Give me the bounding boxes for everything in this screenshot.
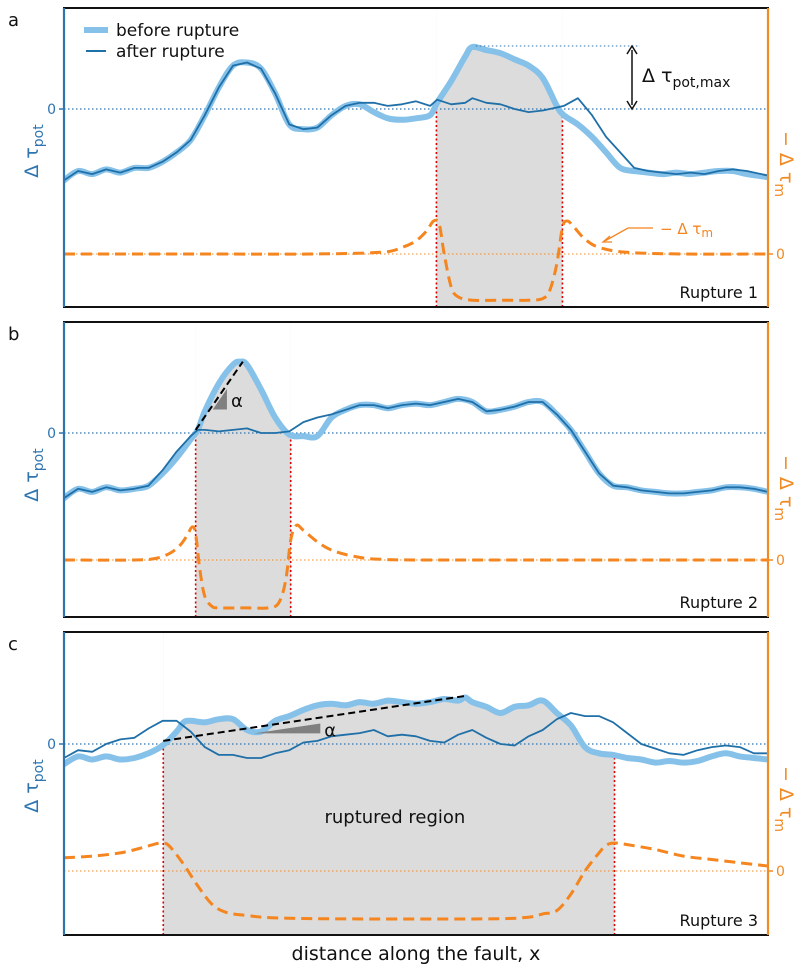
mu-annotation-label: − Δ τm: [660, 220, 713, 240]
panel-letter: c: [8, 634, 18, 655]
series-group: [64, 43, 768, 302]
left-zero-tick-label: 0: [47, 737, 56, 753]
right-zero-tick-label: 0: [776, 247, 785, 263]
after-rupture-line: [64, 398, 768, 499]
slope-line: [163, 694, 466, 742]
slope-angle-label: α: [324, 720, 336, 741]
series-group: [64, 358, 768, 610]
panel-title: Rupture 2: [680, 593, 758, 612]
left-zero-tick-label: 0: [47, 102, 56, 118]
region-mask: [195, 322, 291, 435]
panel-title: Rupture 3: [680, 911, 758, 930]
legend-before-label: before rupture: [116, 21, 239, 41]
mu-change-line: [64, 841, 768, 921]
left-axis-label: Δ τpot: [21, 759, 47, 813]
mu-change-line: [64, 218, 768, 302]
left-axis-label: Δ τpot: [21, 124, 47, 178]
arrow-head-up-icon: [626, 44, 638, 55]
mu-pointer-line: [602, 227, 653, 243]
panel-letter: b: [8, 324, 19, 345]
region-mask: [163, 632, 615, 756]
delta-tau-max-arrow: [626, 44, 638, 111]
right-axis-label: − Δ τm: [771, 766, 797, 832]
mu-change-line: [64, 523, 768, 610]
ruptured-region-label: ruptured region: [324, 807, 465, 828]
region-mask: [436, 8, 563, 114]
right-zero-tick-label: 0: [776, 864, 785, 880]
delta-tau-max-label: Δ τpot,max: [642, 65, 730, 91]
slope-line: [194, 361, 244, 431]
mu-annotation: − Δ τm: [601, 220, 713, 243]
left-axis-label: Δ τpot: [21, 448, 47, 502]
legend-after-label: after rupture: [116, 42, 225, 62]
left-zero-tick-label: 0: [47, 426, 56, 442]
after-rupture-line: [64, 712, 768, 759]
panel-title: Rupture 1: [680, 283, 758, 302]
right-axis-label: − Δ τm: [771, 131, 797, 197]
panel-letter: a: [8, 10, 19, 31]
right-axis-label: − Δ τm: [771, 455, 797, 521]
arrow-head-down-icon: [626, 100, 638, 111]
right-zero-tick-label: 0: [776, 553, 785, 569]
after-rupture-line: [64, 61, 768, 182]
before-rupture-line: [64, 358, 768, 502]
x-axis-label: distance along the fault, x: [292, 943, 541, 965]
slope-angle-wedge: [253, 723, 321, 734]
slope-angle-wedge: [212, 388, 227, 410]
mu-pointer-arrow-icon: [601, 235, 612, 243]
slope-angle-label: α: [231, 391, 243, 412]
